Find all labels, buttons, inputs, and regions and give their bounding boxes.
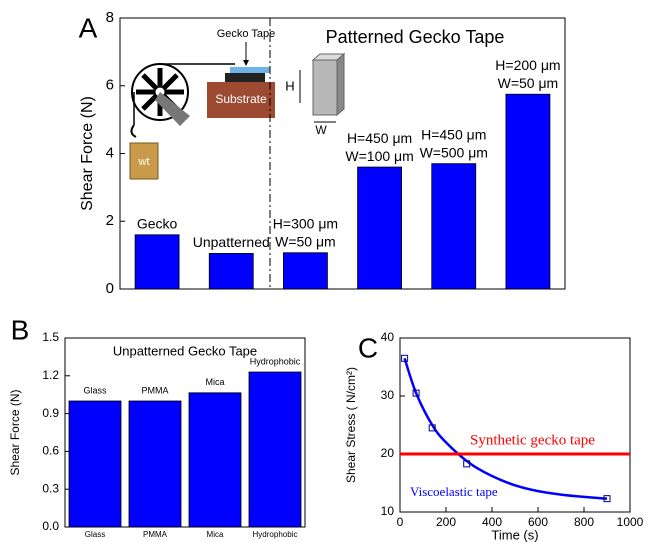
y-tick-label: 4 <box>106 144 114 161</box>
bar <box>505 93 551 290</box>
bar-label: Mica <box>205 377 224 387</box>
y-tick-label: 1.2 <box>42 368 59 382</box>
chart-title: Patterned Gecko Tape <box>326 27 505 47</box>
annotation: H <box>285 78 294 93</box>
x-tick-label: 1000 <box>617 515 644 529</box>
y-tick-label: 40 <box>381 330 395 344</box>
bar-label: Unpatterned <box>193 234 270 250</box>
bar <box>357 166 402 290</box>
annotation: Substrate <box>215 92 267 106</box>
plot-frame <box>64 337 306 528</box>
bar-label: W=50 μm <box>275 233 336 249</box>
bar <box>283 252 328 290</box>
x-tick-label: 200 <box>436 515 456 529</box>
bar-label: H=450 μm <box>421 126 486 142</box>
bar-label: H=200 μm <box>495 57 560 73</box>
x-tick-label: 600 <box>528 515 548 529</box>
x-tick-label: Mica <box>207 530 224 539</box>
y-tick-label: 30 <box>381 388 395 402</box>
bar <box>248 371 302 528</box>
y-tick-label: 20 <box>381 446 395 460</box>
annotation: Gecko Tape <box>217 28 276 40</box>
x-tick-label: 400 <box>482 515 502 529</box>
bar <box>208 253 254 290</box>
x-tick-label: Hydrophobic <box>253 530 298 539</box>
y-tick-label: 0.6 <box>42 444 59 458</box>
y-tick-label: 2 <box>106 212 114 229</box>
y-tick-label: 8 <box>106 9 114 26</box>
data-point <box>412 389 420 397</box>
bar <box>134 234 180 290</box>
x-axis-label: Time (s) <box>491 527 538 542</box>
chart-title: Unpatterned Gecko Tape <box>113 343 257 358</box>
y-tick-label: 10 <box>381 504 395 518</box>
x-tick-label: PMMA <box>143 530 168 539</box>
bar <box>128 400 182 528</box>
plot-frame <box>399 337 631 513</box>
series-label: Synthetic gecko tape <box>470 432 595 448</box>
data-point <box>463 460 471 468</box>
bar-label: W=100 μm <box>345 148 413 164</box>
y-axis-label: Shear Force (N) <box>79 96 96 211</box>
series-line <box>403 357 608 500</box>
bar-label: PMMA <box>142 385 169 395</box>
bar-label: Hydrophobic <box>250 356 301 366</box>
x-tick-label: Glass <box>85 530 105 539</box>
bar <box>68 400 122 528</box>
data-point <box>603 495 611 503</box>
panel-label: A <box>79 12 98 43</box>
panel-label: C <box>358 332 378 363</box>
bar-label: W=50 μm <box>498 75 559 91</box>
y-tick-label: 0.3 <box>42 481 59 495</box>
panel-label: B <box>11 314 30 345</box>
data-point <box>428 424 436 432</box>
data-point <box>401 354 409 362</box>
annotation: W <box>315 123 327 137</box>
bar-label: H=300 μm <box>273 215 338 231</box>
x-tick-label: 800 <box>574 515 594 529</box>
y-tick-label: 0 <box>106 280 114 297</box>
y-axis-label: Shear Force (N) <box>8 389 22 475</box>
bar-label: Gecko <box>137 216 178 232</box>
series-label: Viscoelastic tape <box>410 484 498 499</box>
bar-label: Glass <box>83 385 107 395</box>
bar <box>188 392 242 528</box>
y-tick-label: 0.0 <box>42 519 59 533</box>
bar <box>431 163 477 290</box>
annotation: wt <box>138 156 150 168</box>
y-tick-label: 1.5 <box>42 330 59 344</box>
y-tick-label: 0.9 <box>42 406 59 420</box>
x-tick-label: 0 <box>397 515 404 529</box>
bar-label: W=500 μm <box>420 144 488 160</box>
y-tick-label: 6 <box>106 77 114 94</box>
bar-label: H=450 μm <box>347 130 412 146</box>
apparatus-sketch <box>129 18 346 289</box>
y-axis-label: Shear Stress ( N/cm²) <box>344 367 358 483</box>
